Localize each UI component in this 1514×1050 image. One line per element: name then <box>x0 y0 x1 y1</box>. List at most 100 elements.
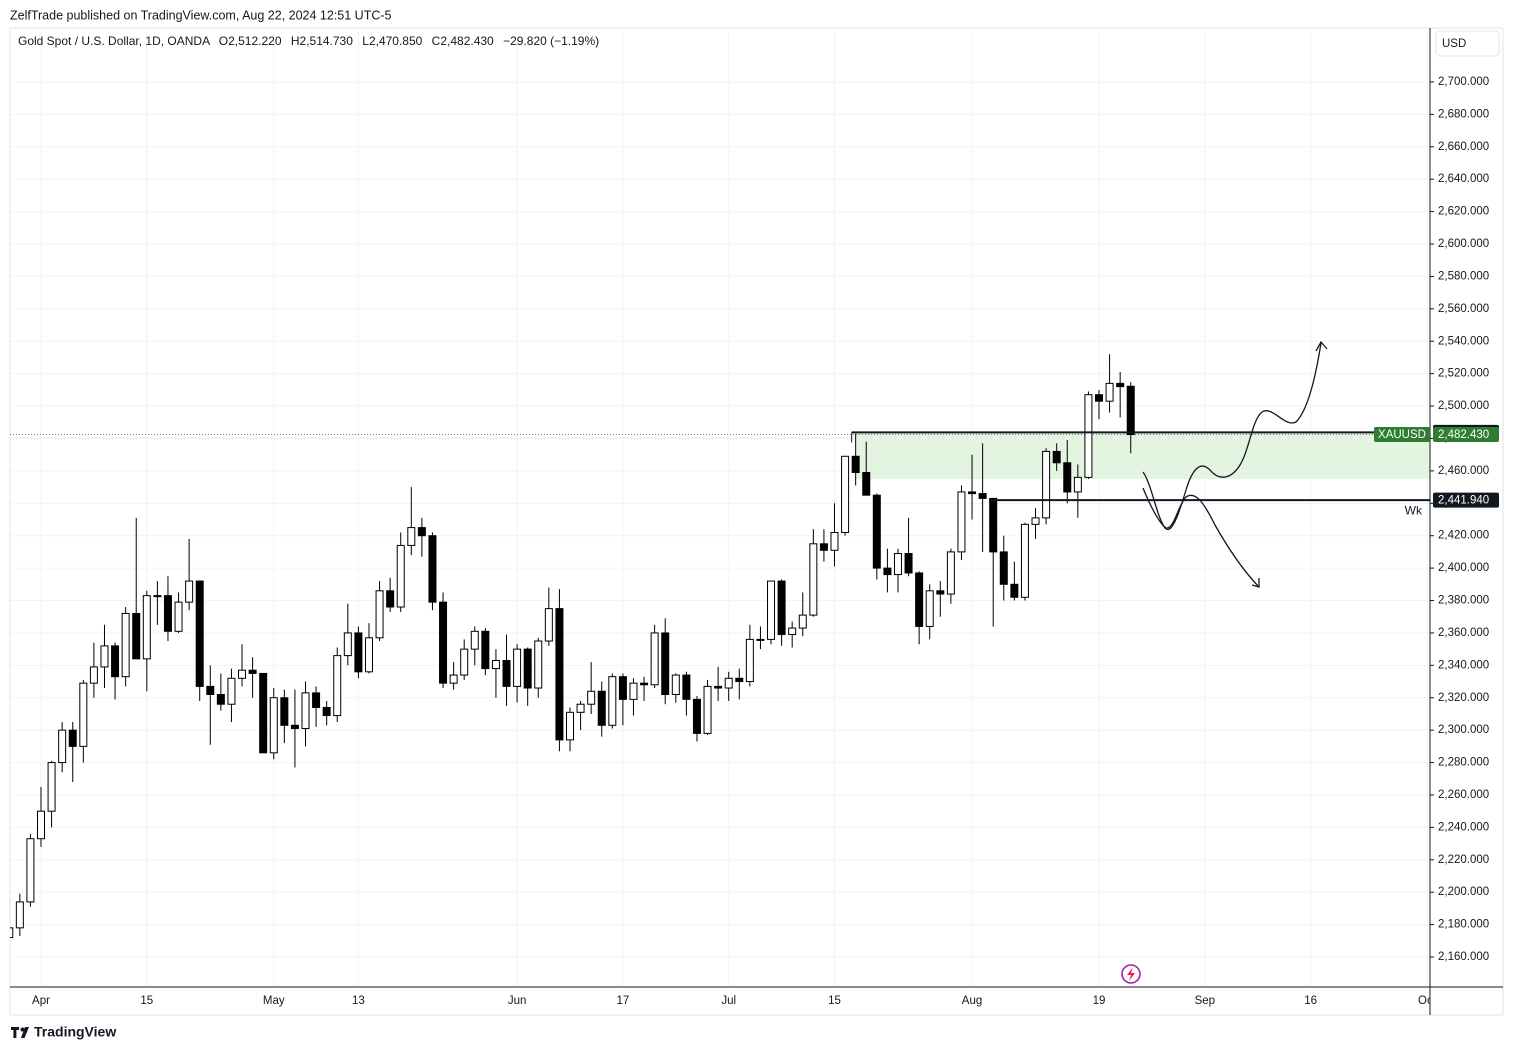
y-tick-label: 2,680.000 <box>1438 108 1489 120</box>
candle-body <box>946 551 955 595</box>
candle-body <box>830 531 839 551</box>
candle-body <box>989 497 998 553</box>
currency-box[interactable] <box>1435 30 1500 57</box>
candle-body <box>481 630 490 670</box>
candle-body <box>1020 523 1029 598</box>
candle-body <box>925 590 934 627</box>
logo-mark <box>11 1027 19 1038</box>
candle-body <box>671 674 680 696</box>
candle-body <box>1031 517 1040 525</box>
candle-body <box>396 544 405 608</box>
event-icon[interactable] <box>1121 964 1141 984</box>
y-tick-label: 2,700.000 <box>1438 76 1489 88</box>
logo-mark <box>20 1027 29 1038</box>
y-tick-label: 2,620.000 <box>1438 206 1489 218</box>
published-note: ZelfTrade published on TradingView.com, … <box>10 8 392 22</box>
candle-body <box>883 567 892 576</box>
x-tick-label: Jun <box>508 995 527 1007</box>
candle-body <box>10 927 14 939</box>
ohlc-key: H <box>291 34 300 48</box>
candle-body <box>608 676 617 726</box>
candle-body <box>68 729 77 747</box>
candle-body <box>692 698 701 734</box>
candle-body <box>26 838 35 903</box>
x-tick-label: 17 <box>617 995 630 1007</box>
candle-body <box>1052 450 1061 464</box>
y-tick-label: 2,580.000 <box>1438 270 1489 282</box>
ohlc-value: 2,482.430 <box>440 34 494 48</box>
candle-body <box>153 595 162 598</box>
candle-body <box>724 677 733 689</box>
zone <box>855 432 1430 479</box>
ohlc-key: L <box>362 34 369 48</box>
currency[interactable]: USD <box>1442 38 1466 50</box>
candle-body <box>841 455 850 533</box>
candle-body <box>862 471 871 496</box>
candle-body <box>407 527 416 546</box>
candle-body <box>333 655 342 717</box>
x-tick-label: May <box>263 995 285 1007</box>
candle-body <box>290 724 299 730</box>
symbol: Gold Spot / U.S. Dollar, 1D, OANDA <box>18 34 210 48</box>
candle-body <box>640 682 649 686</box>
x-tick-label: 19 <box>1093 995 1106 1007</box>
candle-body <box>111 645 120 678</box>
candle-body <box>259 672 268 754</box>
candle-body <box>428 535 437 603</box>
x-tick-label: Oct <box>1418 995 1437 1007</box>
candle-body <box>978 493 987 499</box>
candle-body <box>491 659 500 670</box>
candle-body <box>174 601 183 632</box>
candle-body <box>375 590 384 639</box>
legend: Gold Spot / U.S. Dollar, 1D, OANDA O2,51… <box>18 34 599 48</box>
brand-logo <box>11 1027 29 1038</box>
candle-body <box>132 612 141 660</box>
freehand-path-down <box>1142 487 1259 587</box>
candle-body <box>544 608 553 642</box>
candle-body <box>597 690 606 726</box>
candle-body <box>819 543 828 551</box>
y-tick-label: 2,320.000 <box>1438 692 1489 704</box>
candle-body <box>576 703 585 713</box>
grid <box>10 28 1430 987</box>
candle-body <box>417 527 426 537</box>
y-tick-label: 2,360.000 <box>1438 627 1489 639</box>
chart-frame <box>9 27 1504 1016</box>
x-tick-label: 16 <box>1304 995 1317 1007</box>
change: −29.820 (−1.19%) <box>503 34 599 48</box>
candle-body <box>269 697 278 754</box>
candle-body <box>904 553 913 574</box>
y-tick-label: 2,540.000 <box>1438 335 1489 347</box>
candle-body <box>1105 382 1114 402</box>
candle-body <box>893 553 902 576</box>
candle-body <box>216 694 225 705</box>
arrow-head-up <box>1315 340 1328 352</box>
candle-body <box>957 491 966 553</box>
y-tick-label: 2,640.000 <box>1438 173 1489 185</box>
candle-body <box>195 580 204 687</box>
candle-body <box>798 614 807 629</box>
candle-body <box>777 580 786 636</box>
candle-body <box>587 690 596 705</box>
event-circle[interactable] <box>1121 964 1141 984</box>
candle-body <box>788 627 797 636</box>
candle-body <box>280 697 289 726</box>
candle-body <box>618 676 627 700</box>
level-text: Wk <box>1405 503 1423 517</box>
y-tick-label: 2,380.000 <box>1438 595 1489 607</box>
candle-body <box>354 632 363 673</box>
price-axis: 2,160.000 2,180.000 2,200.000 2,220.000 2,24… <box>1430 76 1499 963</box>
event-bolt[interactable] <box>1127 967 1135 981</box>
last-price-box <box>1433 427 1499 443</box>
y-tick-label: 2,660.000 <box>1438 141 1489 153</box>
candle-body <box>682 674 691 700</box>
candle-body <box>936 590 945 595</box>
y-tick-label: 2,280.000 <box>1438 757 1489 769</box>
candle-body <box>629 682 638 700</box>
symbol-label-box <box>1374 427 1430 443</box>
last-price-label: 2,482.430 <box>1438 429 1489 441</box>
candle-body <box>735 677 744 683</box>
candle-body <box>79 682 88 747</box>
x-tick-label: 15 <box>140 995 153 1007</box>
y-tick-label: 2,400.000 <box>1438 562 1489 574</box>
